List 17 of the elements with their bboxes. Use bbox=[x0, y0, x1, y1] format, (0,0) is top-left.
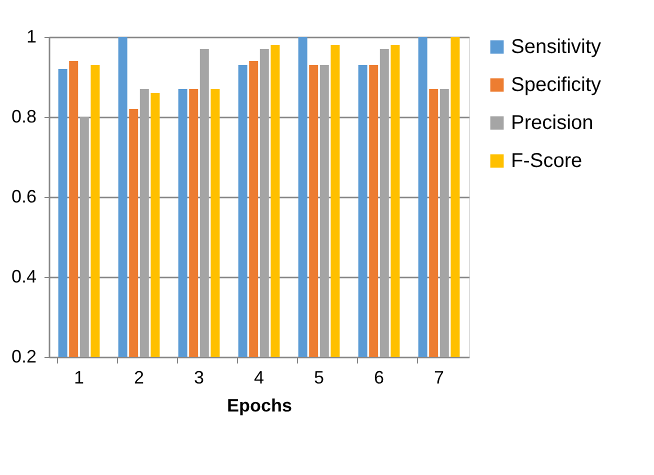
x-tick-label: 2 bbox=[134, 368, 144, 388]
legend-label: Specificity bbox=[511, 74, 602, 96]
y-tick-label: 0.8 bbox=[11, 106, 36, 126]
y-tick-label: 0.2 bbox=[11, 346, 36, 366]
legend-label: Precision bbox=[511, 112, 594, 134]
x-tick-label: 3 bbox=[194, 368, 204, 388]
y-tick-label: 1 bbox=[26, 26, 36, 46]
x-tick-label: 7 bbox=[434, 368, 444, 388]
x-tick-label: 4 bbox=[254, 368, 264, 388]
legend-label: Sensitivity bbox=[511, 36, 602, 58]
y-tick-label: 0.4 bbox=[11, 266, 36, 286]
x-axis-title: Epochs bbox=[226, 396, 292, 416]
legend-label: F-Score bbox=[511, 150, 582, 172]
x-tick-label: 5 bbox=[314, 368, 324, 388]
x-tick-label: 6 bbox=[374, 368, 384, 388]
y-tick-label: 0.6 bbox=[11, 186, 36, 206]
x-tick-label: 1 bbox=[74, 368, 84, 388]
